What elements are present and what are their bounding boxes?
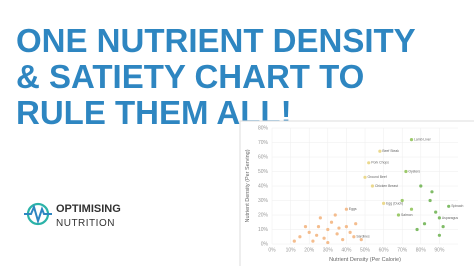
point xyxy=(409,207,414,211)
point xyxy=(352,235,356,239)
point xyxy=(307,230,311,234)
point xyxy=(396,213,401,217)
point xyxy=(382,201,386,205)
point xyxy=(348,230,352,234)
point-label: Lamb Liver xyxy=(414,137,432,141)
point xyxy=(337,226,341,230)
x-tick-label: 40% xyxy=(341,247,352,253)
point-label: Ground Beef xyxy=(368,175,387,179)
y-tick-label: 20% xyxy=(258,212,269,218)
point-label: Beef Steak xyxy=(382,149,399,153)
point xyxy=(422,222,427,226)
chart-card xyxy=(239,120,474,266)
point xyxy=(333,213,337,217)
chart: 0% 10% 20% 30% 40% 50% 60% 70% 80% 0% 10% 20% 30% 40%… xyxy=(245,125,464,263)
logo: OPTIMISING NUTRITION xyxy=(24,202,121,229)
point xyxy=(315,233,319,237)
point xyxy=(322,236,326,240)
y-axis-title: Nutrient Density (Per Serving) xyxy=(245,149,251,222)
point-label: Sardines xyxy=(356,235,370,239)
y-tick-label: 70% xyxy=(258,140,269,146)
x-tick-label: 90% xyxy=(434,247,445,253)
point xyxy=(437,216,441,220)
logo-pulse xyxy=(24,204,52,225)
point-label: Asparagus xyxy=(442,216,459,220)
headline: ONE NUTRIENT DENSITY xyxy=(16,22,416,59)
logo-text: OPTIMISING xyxy=(56,203,121,215)
x-axis-title: Nutrient Density (Per Calorie) xyxy=(329,257,401,263)
point xyxy=(344,207,348,211)
point xyxy=(316,225,321,229)
point-label: Eggs xyxy=(349,207,357,211)
point xyxy=(329,220,334,224)
x-tick-label: 70% xyxy=(397,247,408,253)
y-tick-label: 60% xyxy=(258,154,269,160)
point xyxy=(359,238,363,242)
point-label: Oysters xyxy=(408,169,420,173)
x-tick-label: 30% xyxy=(323,247,334,253)
point-label: Salmon xyxy=(401,213,413,217)
point xyxy=(311,239,315,243)
point xyxy=(419,184,423,188)
point xyxy=(326,240,330,245)
point xyxy=(354,222,358,226)
y-tick-label: 80% xyxy=(258,125,269,131)
point-label: Pork Chops xyxy=(371,161,389,165)
point xyxy=(292,239,296,243)
point xyxy=(344,225,348,229)
point xyxy=(447,204,451,208)
point xyxy=(430,190,434,194)
point xyxy=(298,235,302,239)
point xyxy=(428,198,432,203)
x-tick-label: 10% xyxy=(286,247,297,253)
y-tick-label: 50% xyxy=(258,169,269,175)
point-label: Egg (Duck) xyxy=(386,201,403,205)
point xyxy=(341,238,345,242)
point-label: Spinach xyxy=(451,204,463,208)
point xyxy=(441,225,445,229)
point xyxy=(437,233,441,237)
point xyxy=(363,175,367,179)
point xyxy=(318,216,322,220)
x-tick-label: 80% xyxy=(416,247,427,253)
point xyxy=(434,210,438,214)
y-tick-label: 30% xyxy=(258,198,269,204)
point xyxy=(367,161,371,165)
point xyxy=(409,138,414,142)
point xyxy=(378,149,382,153)
point xyxy=(415,227,419,232)
point xyxy=(326,227,330,232)
point xyxy=(303,225,308,229)
x-tick-label: 60% xyxy=(379,247,390,253)
headline: & SATIETY CHART TO xyxy=(16,58,364,95)
point xyxy=(404,169,408,174)
point xyxy=(370,184,375,188)
y-tick-label: 10% xyxy=(258,227,269,233)
y-tick-label: 0% xyxy=(261,241,269,247)
logo-text: NUTRITION xyxy=(56,218,115,229)
y-tick-label: 40% xyxy=(258,183,269,189)
x-tick-label: 20% xyxy=(304,247,315,253)
point xyxy=(335,232,339,236)
point-label: Chicken Breast xyxy=(375,184,398,188)
x-tick-label: 0% xyxy=(268,247,276,253)
point xyxy=(400,198,404,203)
x-tick-label: 50% xyxy=(360,247,371,253)
